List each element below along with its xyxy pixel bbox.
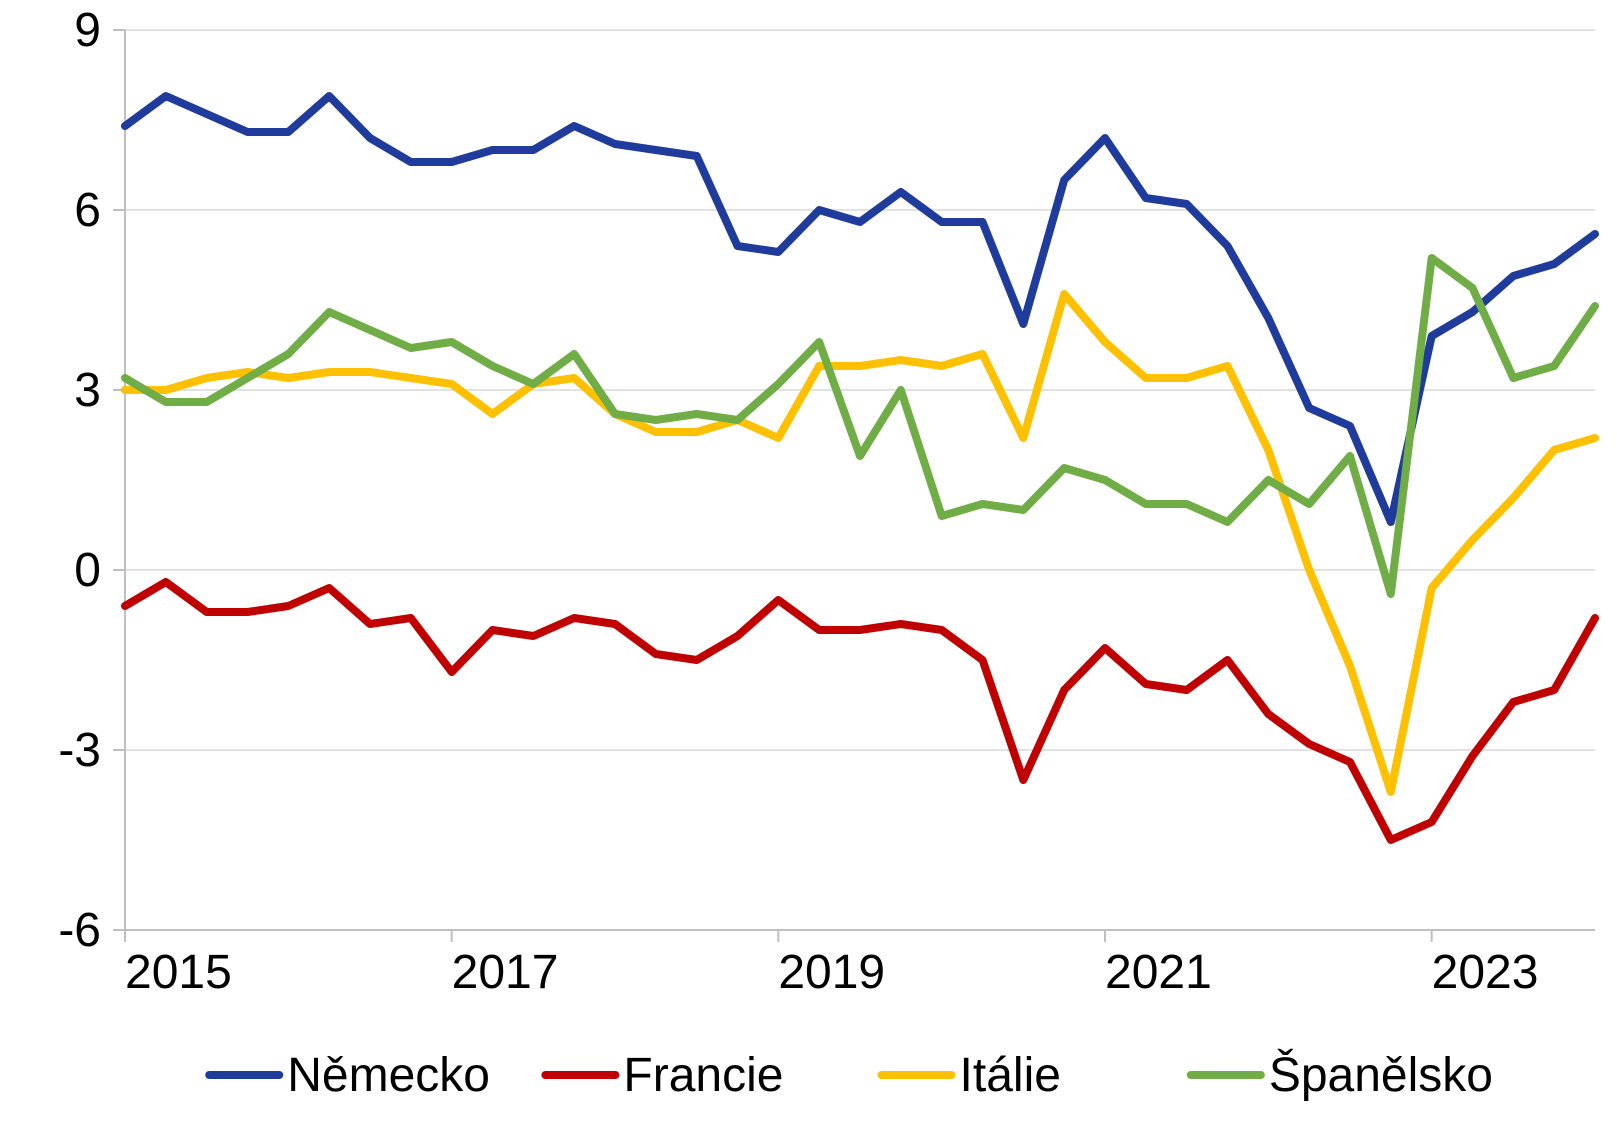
y-tick-label: -6 <box>58 904 101 957</box>
legend-label: Itálie <box>960 1049 1061 1102</box>
x-tick-label: 2021 <box>1105 946 1212 999</box>
y-tick-label: 6 <box>74 184 101 237</box>
y-tick-label: 0 <box>74 544 101 597</box>
y-tick-label: -3 <box>58 724 101 777</box>
legend-label: Francie <box>623 1049 783 1102</box>
line-chart: -6 -3 0 3 6 9 2015 2017 2019 2021 2023 Německo Franc… <box>0 0 1617 1125</box>
chart-svg: -6 -3 0 3 6 9 2015 2017 2019 2021 2023 Německo Franc… <box>0 0 1617 1125</box>
legend-label: Španělsko <box>1269 1048 1493 1102</box>
x-tick-label: 2023 <box>1432 946 1539 999</box>
legend-label: Německo <box>287 1049 490 1102</box>
y-tick-label: 3 <box>74 364 101 417</box>
x-tick-label: 2017 <box>452 946 559 999</box>
x-tick-label: 2019 <box>778 946 885 999</box>
y-tick-label: 9 <box>74 4 101 57</box>
x-tick-label: 2015 <box>125 946 232 999</box>
